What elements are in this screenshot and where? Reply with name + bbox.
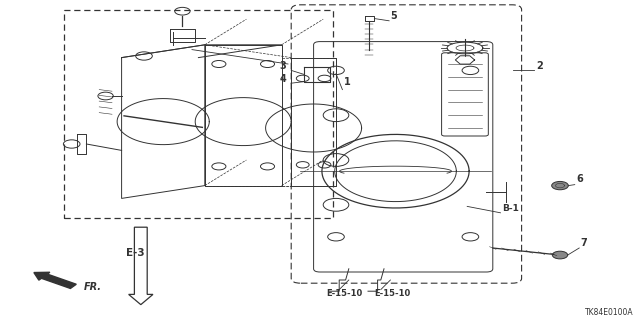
Text: E-3: E-3 <box>126 248 145 258</box>
Text: 1: 1 <box>344 77 351 87</box>
FancyArrow shape <box>34 272 76 288</box>
Text: 3: 3 <box>280 61 287 71</box>
Text: B-1: B-1 <box>502 204 518 212</box>
Circle shape <box>552 251 568 259</box>
Text: FR.: FR. <box>83 282 101 292</box>
Text: TK84E0100A: TK84E0100A <box>585 308 634 317</box>
Text: 7: 7 <box>580 238 588 248</box>
Circle shape <box>552 181 568 190</box>
Text: 2: 2 <box>536 61 543 71</box>
Text: 6: 6 <box>576 174 583 184</box>
Text: 5: 5 <box>390 11 397 20</box>
FancyArrow shape <box>129 227 153 305</box>
Text: E-15-10: E-15-10 <box>374 289 411 298</box>
Text: 4: 4 <box>280 74 287 84</box>
Bar <box>64 10 333 218</box>
Text: E-15-10: E-15-10 <box>326 289 363 298</box>
